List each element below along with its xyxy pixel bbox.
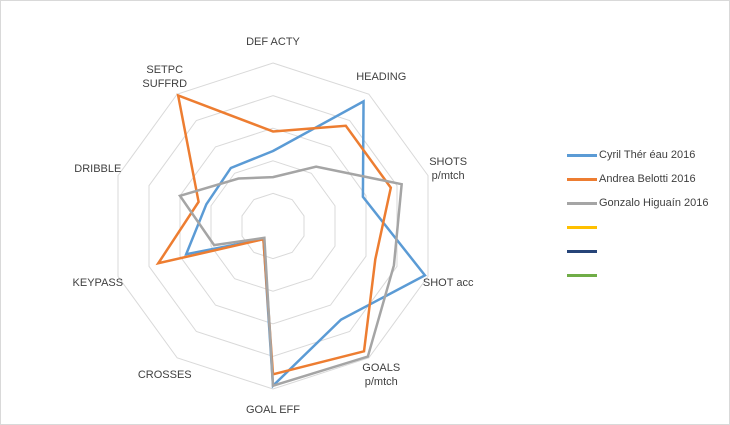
legend-swatch — [567, 153, 597, 157]
legend-item — [567, 263, 708, 287]
series-line-2 — [177, 165, 404, 388]
legend-item — [567, 239, 708, 263]
axis-label: HEADING — [356, 70, 407, 83]
axis-label: GOALS p/mtch — [362, 362, 401, 388]
legend-item: Andrea Belotti 2016 — [567, 167, 708, 191]
legend-swatch — [567, 177, 597, 181]
legend-item: Gonzalo Higuaín 2016 — [567, 191, 708, 215]
gridline-ring — [179, 127, 367, 325]
gridline-ring — [241, 192, 305, 260]
gridline-ring — [210, 160, 336, 292]
axis-label: KEYPASS — [72, 276, 124, 289]
gridline-ring — [148, 95, 398, 357]
legend-item: Cyril Thér éau 2016 — [567, 143, 708, 167]
gridline-ring — [117, 62, 429, 390]
axis-label: DRIBBLE — [74, 163, 122, 176]
axis-label: SETPC SUFFRD — [142, 63, 188, 90]
legend-item — [567, 215, 708, 239]
axis-label: CROSSES — [137, 369, 192, 381]
legend-swatch — [567, 201, 597, 205]
legend-swatch — [567, 273, 597, 277]
axis-label: SHOTS p/mtch — [429, 156, 468, 183]
axis-label: DEF ACTY — [246, 35, 300, 48]
axis-label: SHOT acc — [422, 276, 474, 289]
legend-swatch — [567, 225, 597, 229]
legend-swatch — [567, 249, 597, 253]
legend-label: Gonzalo Higuaín 2016 — [599, 197, 709, 209]
legend-label: Cyril Thér éau 2016 — [599, 149, 696, 161]
axis-label: GOAL EFF — [246, 404, 300, 417]
legend: Cyril Thér éau 2016 Andrea Belotti 2016 Go… — [567, 143, 708, 287]
legend-label: Andrea Belotti 2016 — [599, 173, 696, 185]
